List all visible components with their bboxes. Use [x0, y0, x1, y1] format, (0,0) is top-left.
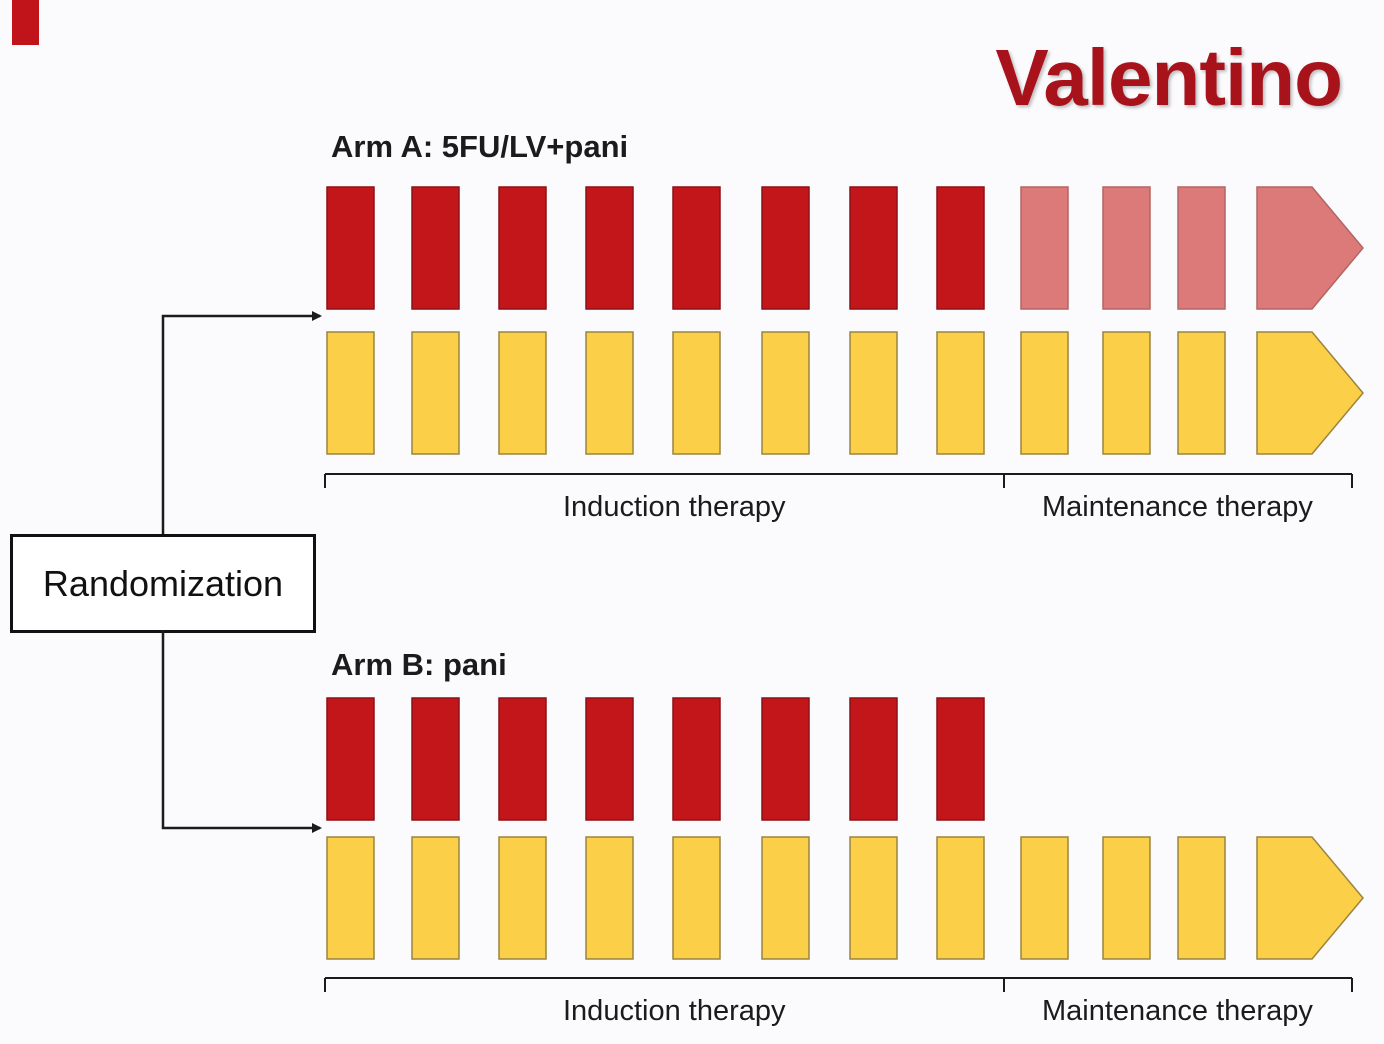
arm-b-connector	[161, 630, 322, 833]
arm-b-top-cycle-block	[672, 697, 721, 821]
arm-b-phase-bracket	[324, 977, 1353, 992]
arm-a-bottom-cycle-block	[585, 331, 634, 455]
arm-a-bottom-cycle-block	[498, 331, 547, 455]
arm-a-bottom-cycle-block	[411, 331, 460, 455]
arm-b-top-cycle-block	[936, 697, 985, 821]
arm-a-bottom-cycle-block	[936, 331, 985, 455]
arm-a-top-cycle-block	[672, 186, 721, 310]
arm-a-maintenance-label: Maintenance therapy	[1042, 491, 1313, 523]
arm-b-top-cycle-block	[849, 697, 898, 821]
arm-a-bottom-cycle-block	[1020, 331, 1069, 455]
arm-b-bottom-cycle-block	[1177, 836, 1226, 960]
arm-a-bottom-cycle-block	[849, 331, 898, 455]
arm-b-bottom-cycle-block	[936, 836, 985, 960]
arm-b-bottom-cycle-block	[498, 836, 547, 960]
arm-b-top-cycle-block	[411, 697, 460, 821]
arm-a-label: Arm A: 5FU/LV+pani	[331, 129, 629, 164]
arm-b-bottom-cycle-block	[672, 836, 721, 960]
arm-a-top-cycle-block	[849, 186, 898, 310]
arm-b-top-cycle-block	[585, 697, 634, 821]
arm-b-bottom-cycle-block	[585, 836, 634, 960]
arm-a-top-cycle-block	[585, 186, 634, 310]
arm-a-connector	[161, 311, 322, 534]
arm-b-bottom-continuation-arrow	[1256, 836, 1364, 960]
arm-b-maintenance-label: Maintenance therapy	[1042, 995, 1313, 1027]
arm-b-top-cycle-block	[326, 697, 375, 821]
randomization-box: Randomization	[10, 534, 316, 633]
arm-b-label: Arm B: pani	[331, 647, 507, 682]
corner-accent-mark	[12, 0, 39, 45]
arm-a-bottom-cycle-block	[1102, 331, 1151, 455]
arm-b-induction-label: Induction therapy	[563, 995, 786, 1027]
arm-a-phase-bracket	[324, 473, 1353, 488]
randomization-label: Randomization	[42, 562, 284, 604]
arm-b-bottom-cycle-block	[1020, 836, 1069, 960]
arm-a-bottom-cycle-block	[326, 331, 375, 455]
arm-b-bottom-cycle-block	[849, 836, 898, 960]
arm-a-bottom-continuation-arrow	[1256, 331, 1364, 455]
page-title: Valentino	[995, 33, 1343, 122]
arm-b-bottom-cycle-block	[1102, 836, 1151, 960]
arm-a-bottom-cycle-block	[1177, 331, 1226, 455]
arm-a-bottom-cycle-block	[672, 331, 721, 455]
arm-a-top-cycle-block	[1020, 186, 1069, 310]
arm-a-top-cycle-block	[326, 186, 375, 310]
arm-a-top-cycle-block	[936, 186, 985, 310]
arm-a-top-cycle-block	[1102, 186, 1151, 310]
arm-a-top-cycle-block	[411, 186, 460, 310]
arm-a-top-continuation-arrow	[1256, 186, 1364, 310]
arm-a-top-cycle-block	[1177, 186, 1226, 310]
arm-a-top-cycle-block	[498, 186, 547, 310]
arm-b-top-cycle-block	[498, 697, 547, 821]
arm-a-bottom-cycle-block	[761, 331, 810, 455]
arm-b-bottom-cycle-block	[326, 836, 375, 960]
arm-a-induction-label: Induction therapy	[563, 491, 786, 523]
arm-b-top-cycle-block	[761, 697, 810, 821]
arm-b-bottom-cycle-block	[761, 836, 810, 960]
arm-a-top-cycle-block	[761, 186, 810, 310]
arm-b-bottom-cycle-block	[411, 836, 460, 960]
